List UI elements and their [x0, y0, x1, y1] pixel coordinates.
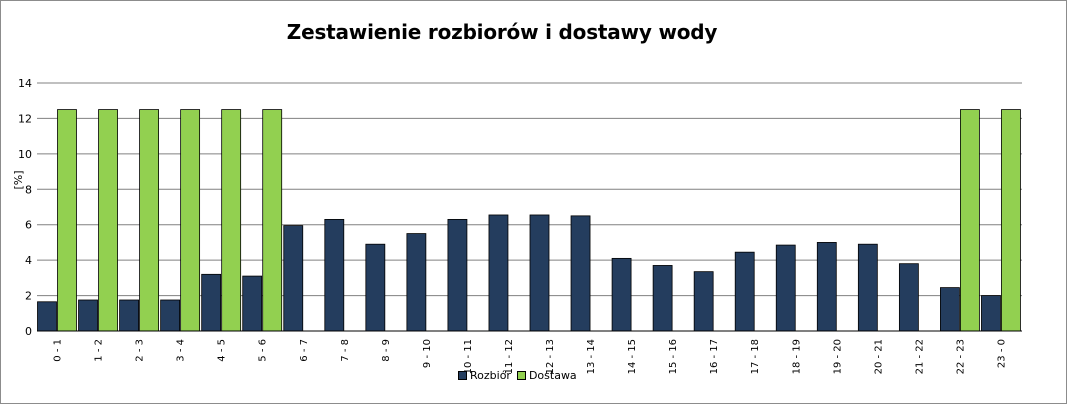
bar-rozbir-16 — [693, 271, 714, 332]
x-tick-label: 2 - 3 — [135, 339, 146, 362]
bar-rozbir-12 — [529, 214, 550, 332]
bar-rozbir-19 — [816, 242, 837, 332]
legend-label-dostawa: Dostawa — [528, 369, 577, 382]
bar-rozbir-2 — [119, 299, 139, 332]
bar-dostawa-0 — [57, 109, 77, 332]
bar-rozbir-9 — [406, 233, 427, 332]
x-tick-label: 20 - 21 — [873, 339, 884, 374]
chart-title: Zestawienie rozbiorów i dostawy wody — [286, 20, 718, 44]
bar-rozbir-15 — [652, 265, 673, 332]
bar-dostawa-23 — [1001, 109, 1021, 332]
bar-dostawa-3 — [180, 109, 201, 332]
bar-rozbir-11 — [488, 214, 509, 332]
legend: Rozbiór Dostawa — [458, 369, 583, 382]
bar-dostawa-4 — [221, 109, 242, 332]
x-tick-label: 23 - 0 — [996, 339, 1007, 368]
bar-rozbir-23 — [981, 295, 1001, 332]
legend-swatch-dostawa — [516, 371, 526, 380]
x-tick-label: 18 - 19 — [791, 339, 802, 374]
x-tick-label: 5 - 6 — [258, 339, 269, 362]
bar-rozbir-10 — [447, 218, 468, 332]
bar-rozbir-8 — [365, 243, 386, 332]
x-tick-label: 22 - 23 — [955, 339, 966, 374]
y-tick-label: 8 — [25, 183, 32, 196]
bar-rozbir-6 — [283, 225, 304, 332]
x-tick-label: 4 - 5 — [217, 339, 228, 362]
x-tick-label: 9 - 10 — [422, 339, 433, 368]
x-tick-label: 15 - 16 — [668, 339, 679, 374]
x-tick-label: 16 - 17 — [709, 339, 720, 374]
bar-rozbir-14 — [611, 257, 632, 332]
legend-label-rozbior: Rozbiór — [470, 369, 511, 382]
x-tick-label: 21 - 22 — [914, 339, 925, 374]
x-tick-label: 6 - 7 — [299, 339, 310, 362]
x-tick-label: 12 - 13 — [545, 339, 556, 374]
x-tick-label: 13 - 14 — [586, 339, 597, 374]
bar-rozbir-4 — [201, 273, 222, 332]
bar-dostawa-5 — [262, 109, 283, 332]
x-tick-label: 3 - 4 — [176, 339, 187, 362]
x-tick-label: 8 - 9 — [381, 339, 392, 362]
y-tick-label: 2 — [25, 290, 32, 303]
y-tick-label: 0 — [25, 325, 32, 338]
bar-rozbir-7 — [324, 218, 345, 332]
x-tick-label: 14 - 15 — [627, 339, 638, 374]
bar-dostawa-2 — [139, 109, 159, 332]
bar-rozbir-1 — [78, 299, 98, 332]
x-tick-label: 11 - 12 — [504, 339, 515, 374]
legend-item-rozbior: Rozbiór — [458, 369, 511, 382]
bar-rozbir-22 — [940, 287, 960, 332]
x-tick-label: 7 - 8 — [340, 339, 351, 362]
bar-rozbir-17 — [734, 251, 755, 332]
bar-rozbir-3 — [160, 299, 181, 332]
x-tick-label: 19 - 20 — [832, 339, 843, 374]
x-tick-label: 1 - 2 — [94, 339, 105, 362]
x-tick-label: 17 - 18 — [750, 339, 761, 374]
y-tick-label: 10 — [18, 148, 32, 161]
y-tick-label: 12 — [18, 112, 32, 125]
legend-item-dostawa: Dostawa — [516, 369, 577, 382]
bar-rozbir-18 — [775, 244, 796, 332]
bar-dostawa-1 — [98, 109, 118, 332]
y-axis-label: [%] — [12, 170, 25, 189]
bar-rozbir-21 — [898, 263, 919, 332]
bar-rozbir-0 — [37, 301, 57, 332]
y-tick-label: 6 — [25, 219, 32, 232]
x-tick-label: 10 - 11 — [463, 339, 474, 374]
x-tick-label: 0 - 1 — [53, 339, 64, 362]
bar-dostawa-22 — [960, 109, 980, 332]
y-tick-label: 14 — [18, 77, 32, 90]
bar-rozbir-5 — [242, 275, 263, 332]
legend-swatch-rozbior — [458, 371, 467, 380]
y-tick-label: 4 — [25, 254, 32, 267]
bar-rozbir-13 — [570, 215, 591, 332]
bar-rozbir-20 — [857, 243, 878, 332]
